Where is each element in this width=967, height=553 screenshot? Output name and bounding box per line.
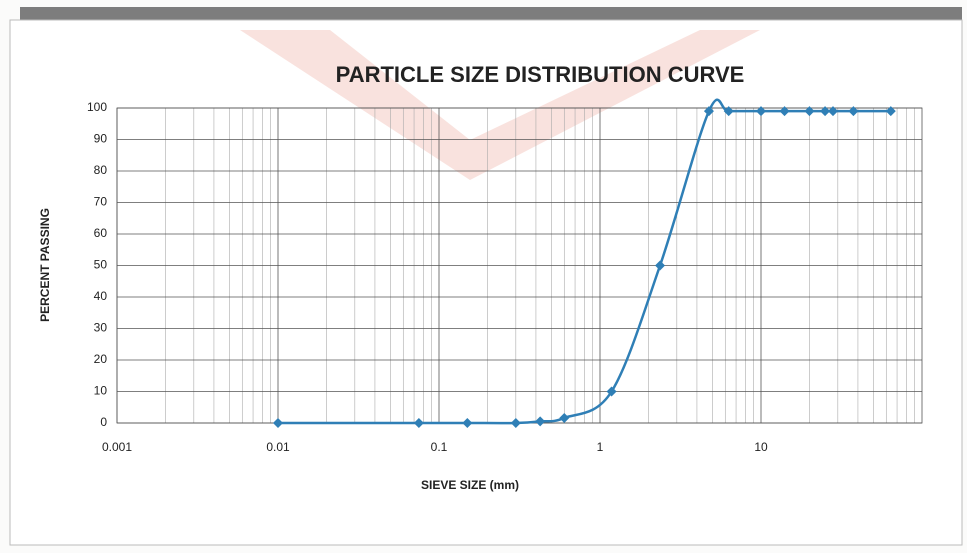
data-point: [848, 106, 859, 117]
data-point: [779, 106, 790, 117]
page: [9, 19, 963, 546]
y-tick-label: 0: [100, 415, 107, 429]
y-tick-label: 60: [94, 226, 108, 240]
data-point: [756, 106, 766, 117]
data-point: [559, 412, 570, 423]
data-point: [703, 106, 714, 117]
x-tick-label: 0.1: [431, 440, 448, 454]
x-tick-label: 1: [597, 440, 604, 454]
x-axis-label: SIEVE SIZE (mm): [421, 478, 519, 492]
data-point: [827, 106, 838, 117]
data-point: [885, 106, 896, 117]
x-tick-label: 10: [754, 440, 768, 454]
data-point: [820, 106, 831, 117]
y-tick-label: 30: [94, 321, 108, 335]
y-tick-label: 50: [94, 258, 108, 272]
chart-title: PARTICLE SIZE DISTRIBUTION CURVE: [336, 62, 745, 87]
watermark: [240, 30, 760, 180]
y-tick-label: 20: [94, 352, 108, 366]
data-point: [723, 106, 734, 117]
data-point: [655, 260, 666, 271]
y-tick-label: 40: [94, 289, 108, 303]
y-tick-label: 90: [94, 132, 108, 146]
data-point: [606, 386, 617, 397]
y-tick-label: 80: [94, 163, 108, 177]
data-point: [273, 418, 283, 428]
data-point: [413, 418, 424, 428]
y-tick-label: 10: [94, 384, 108, 398]
data-point: [535, 416, 546, 427]
data-point: [462, 418, 473, 428]
y-tick-label: 70: [94, 195, 108, 209]
data-point: [510, 418, 521, 428]
x-tick-label: 0.01: [266, 440, 290, 454]
y-tick-label: 100: [87, 100, 107, 114]
y-axis-label: PERCENT PASSING: [38, 208, 52, 322]
plot-area: 0 10 20 30 40 50 60 70 80 90 100 0.001 0.01 0.1 1 10: [87, 98, 923, 454]
x-tick-label: 0.001: [102, 440, 132, 454]
top-bar: [20, 7, 962, 20]
data-point: [804, 106, 815, 117]
